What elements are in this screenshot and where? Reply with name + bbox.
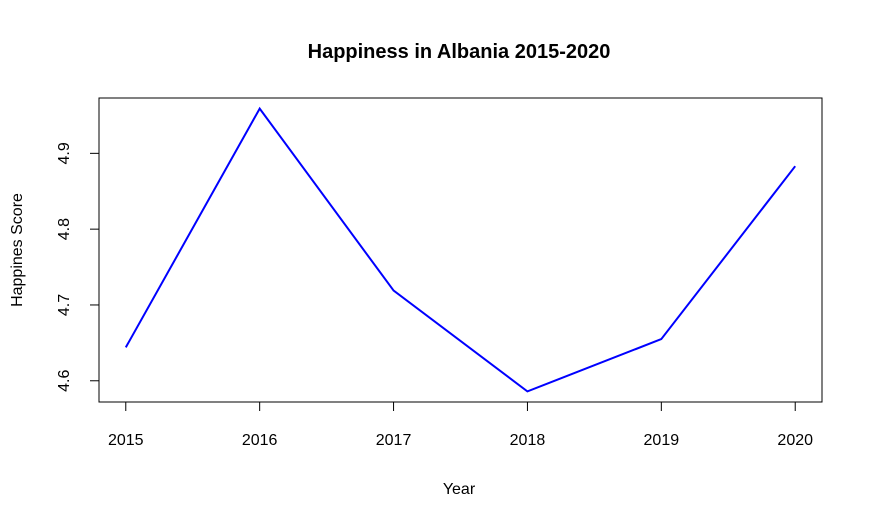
x-tick-label: 2019 [644, 432, 680, 449]
chart-title: Happiness in Albania 2015-2020 [308, 41, 611, 63]
y-tick-label: 4.9 [56, 142, 73, 164]
y-tick-label: 4.8 [56, 218, 73, 240]
x-tick-label: 2018 [510, 432, 546, 449]
x-tick-label: 2017 [376, 432, 412, 449]
x-tick-label: 2020 [777, 432, 813, 449]
x-tick-label: 2016 [242, 432, 278, 449]
y-axis: 4.6 4.7 4.8 4.9 [56, 142, 100, 392]
series-layer [124, 106, 796, 393]
plot-frame [98, 97, 823, 403]
x-axis: 2015 2016 2017 2018 2019 2020 [108, 401, 813, 449]
series-line [124, 106, 796, 393]
y-axis-label: Happines Score [9, 193, 26, 307]
y-tick-label: 4.6 [56, 370, 73, 392]
x-axis-label: Year [443, 481, 476, 498]
x-tick-label: 2015 [108, 432, 144, 449]
y-tick-label: 4.7 [56, 294, 73, 316]
